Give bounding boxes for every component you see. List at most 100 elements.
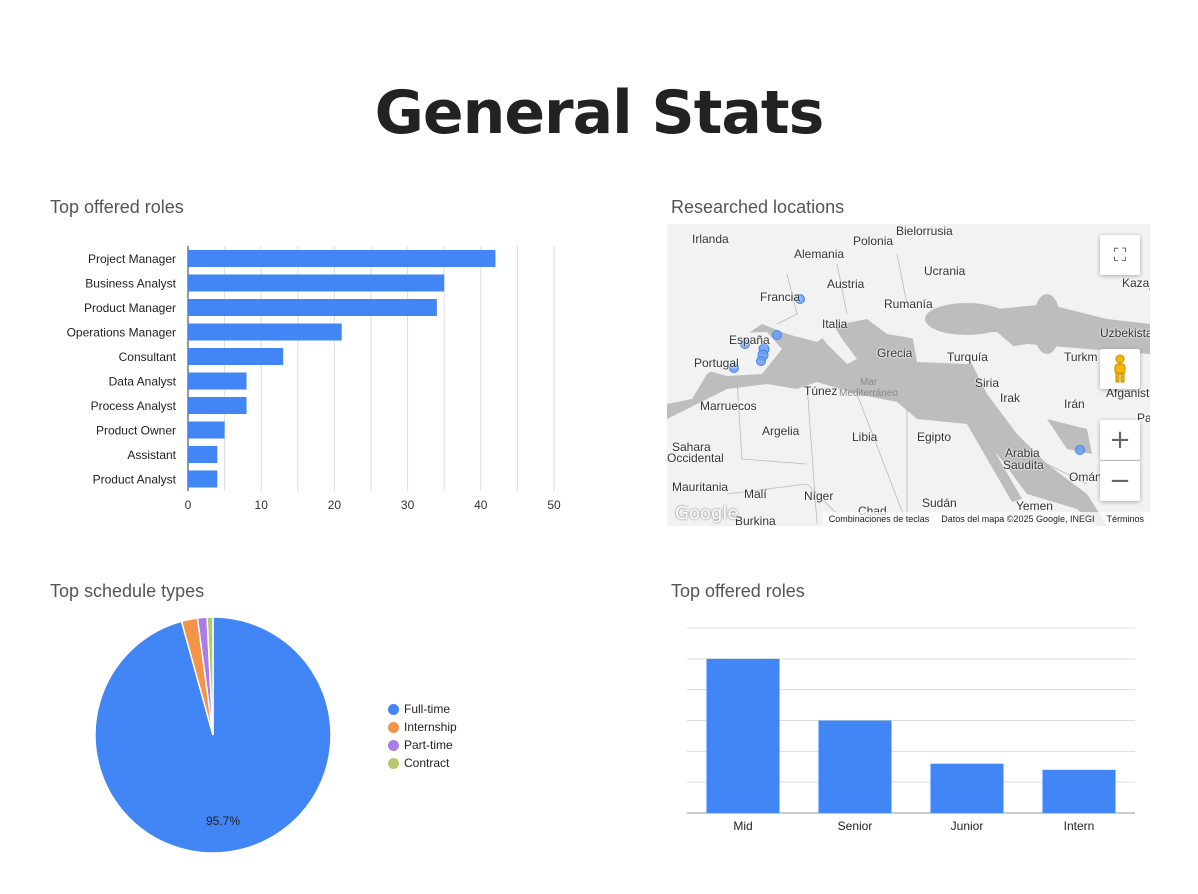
map-label: Grecia bbox=[877, 346, 913, 360]
map-label: Mediterráneo bbox=[839, 388, 898, 399]
map-label: Portugal bbox=[694, 356, 739, 370]
map-label: Italia bbox=[822, 317, 848, 331]
bar[interactable] bbox=[706, 658, 780, 813]
pegman-shape bbox=[1114, 354, 1126, 383]
category-label: Senior bbox=[838, 819, 873, 833]
bar[interactable] bbox=[188, 274, 445, 292]
bar[interactable] bbox=[188, 421, 225, 439]
map-label: Siria bbox=[975, 376, 1000, 390]
terms-link[interactable]: Términos bbox=[1106, 514, 1144, 524]
map-label: Pa bbox=[1137, 411, 1150, 425]
map-label: Sudán bbox=[922, 496, 957, 510]
map-label: Mar bbox=[860, 377, 878, 388]
category-label: Data Analyst bbox=[109, 375, 177, 389]
fullscreen-icon[interactable]: ⛶ bbox=[1100, 235, 1140, 275]
category-label: Mid bbox=[733, 819, 752, 833]
legend-swatch bbox=[388, 721, 399, 733]
map-label: Omán bbox=[1069, 470, 1102, 484]
category-label: Process Analyst bbox=[91, 399, 177, 413]
bar[interactable] bbox=[818, 720, 892, 814]
pie-slice[interactable] bbox=[206, 616, 214, 736]
legend-label: Full-time bbox=[404, 702, 451, 716]
map-label: Ucrania bbox=[924, 264, 966, 278]
category-label: Intern bbox=[1064, 819, 1095, 833]
map-label: Marruecos bbox=[700, 399, 757, 413]
roles-bar-chart: 0 10 20 30 40 50 Project Manager Business Analy… bbox=[67, 246, 561, 512]
x-tick-label: 40 bbox=[474, 498, 488, 512]
schedule-chart-title: Top schedule types bbox=[50, 581, 205, 601]
map-label: Uzbekista bbox=[1100, 326, 1150, 340]
bar[interactable] bbox=[188, 470, 218, 488]
legend-label: Contract bbox=[404, 756, 450, 770]
legend-swatch bbox=[388, 757, 399, 769]
legend-item[interactable]: Internship bbox=[388, 718, 457, 736]
slice-data-label: 95.7% bbox=[206, 814, 240, 828]
map-label: Bielorrusia bbox=[896, 224, 953, 238]
map-label: Mauritania bbox=[672, 480, 729, 494]
map-label: Alemania bbox=[794, 247, 845, 261]
x-tick-label: 30 bbox=[401, 498, 415, 512]
map-label: Francia bbox=[760, 290, 801, 304]
map-label: Rumanía bbox=[884, 297, 933, 311]
map-label: Libia bbox=[852, 430, 878, 444]
x-tick-label: 0 bbox=[185, 498, 192, 512]
map-label: Sahara bbox=[672, 440, 711, 454]
map-label: Turkm bbox=[1064, 350, 1098, 364]
map-label: Afganist bbox=[1106, 386, 1150, 400]
plus-icon[interactable]: + bbox=[1100, 420, 1140, 460]
map-label: Kazaj bbox=[1122, 276, 1150, 290]
map-label: Níger bbox=[804, 489, 834, 503]
category-label: Project Manager bbox=[88, 252, 176, 266]
minus-icon[interactable]: − bbox=[1100, 461, 1140, 501]
map-attribution: Combinaciones de teclas Datos del mapa ©… bbox=[822, 512, 1150, 526]
legend-item[interactable]: Contract bbox=[388, 754, 457, 772]
bar[interactable] bbox=[188, 323, 342, 341]
map-label: Turquía bbox=[947, 350, 988, 364]
pegman-icon[interactable] bbox=[1100, 349, 1140, 389]
map-data-credit: Datos del mapa ©2025 Google, INEGI bbox=[941, 514, 1095, 524]
map-label: España bbox=[729, 333, 770, 347]
map-label: Occidental bbox=[667, 451, 724, 465]
category-label: Junior bbox=[951, 819, 984, 833]
map-label: Arabia bbox=[1005, 446, 1040, 460]
bar[interactable] bbox=[930, 763, 1004, 813]
bar[interactable] bbox=[188, 397, 247, 414]
bar[interactable] bbox=[1042, 769, 1116, 813]
locations-map-title: Researched locations bbox=[671, 197, 845, 217]
schedule-pie-legend: Full-time Internship Part-time Contract bbox=[388, 700, 457, 772]
legend-swatch bbox=[388, 739, 399, 751]
keyboard-shortcuts-link[interactable]: Combinaciones de teclas bbox=[828, 514, 930, 524]
map-label: Irak bbox=[1000, 391, 1021, 405]
category-label: Product Manager bbox=[84, 301, 176, 315]
map-label: Yemen bbox=[1016, 499, 1053, 513]
map-label: Argelia bbox=[762, 424, 800, 438]
category-label: Product Owner bbox=[96, 424, 176, 438]
roles-chart-title: Top offered roles bbox=[50, 197, 184, 217]
bar[interactable] bbox=[188, 250, 496, 267]
map-label: Irlanda bbox=[692, 232, 729, 246]
legend-label: Internship bbox=[404, 720, 457, 734]
legend-swatch bbox=[388, 703, 399, 715]
legend-item[interactable]: Part-time bbox=[388, 736, 457, 754]
schedule-pie-chart: 95.7% bbox=[94, 616, 332, 854]
x-tick-label: 10 bbox=[255, 498, 269, 512]
bar[interactable] bbox=[188, 372, 247, 390]
map-label: Polonia bbox=[853, 234, 894, 248]
category-label: Operations Manager bbox=[67, 326, 176, 340]
map-label: Saudita bbox=[1003, 458, 1044, 472]
legend-label: Part-time bbox=[404, 738, 453, 752]
locations-map[interactable]: Irlanda Polonia Bielorrusia Alemania Ucr… bbox=[667, 224, 1150, 526]
bar[interactable] bbox=[188, 299, 437, 316]
category-label: Business Analyst bbox=[85, 277, 176, 291]
bar[interactable] bbox=[188, 348, 284, 365]
map-label: Túnez bbox=[804, 384, 838, 398]
map-label: Austria bbox=[827, 277, 865, 291]
category-label: Consultant bbox=[119, 350, 177, 364]
x-tick-label: 20 bbox=[328, 498, 342, 512]
category-label: Assistant bbox=[127, 448, 176, 462]
legend-item[interactable]: Full-time bbox=[388, 700, 457, 718]
map-label: Egipto bbox=[917, 430, 952, 444]
bar[interactable] bbox=[188, 446, 218, 463]
category-label: Product Analyst bbox=[93, 473, 177, 487]
map-label: Malí bbox=[744, 487, 767, 501]
